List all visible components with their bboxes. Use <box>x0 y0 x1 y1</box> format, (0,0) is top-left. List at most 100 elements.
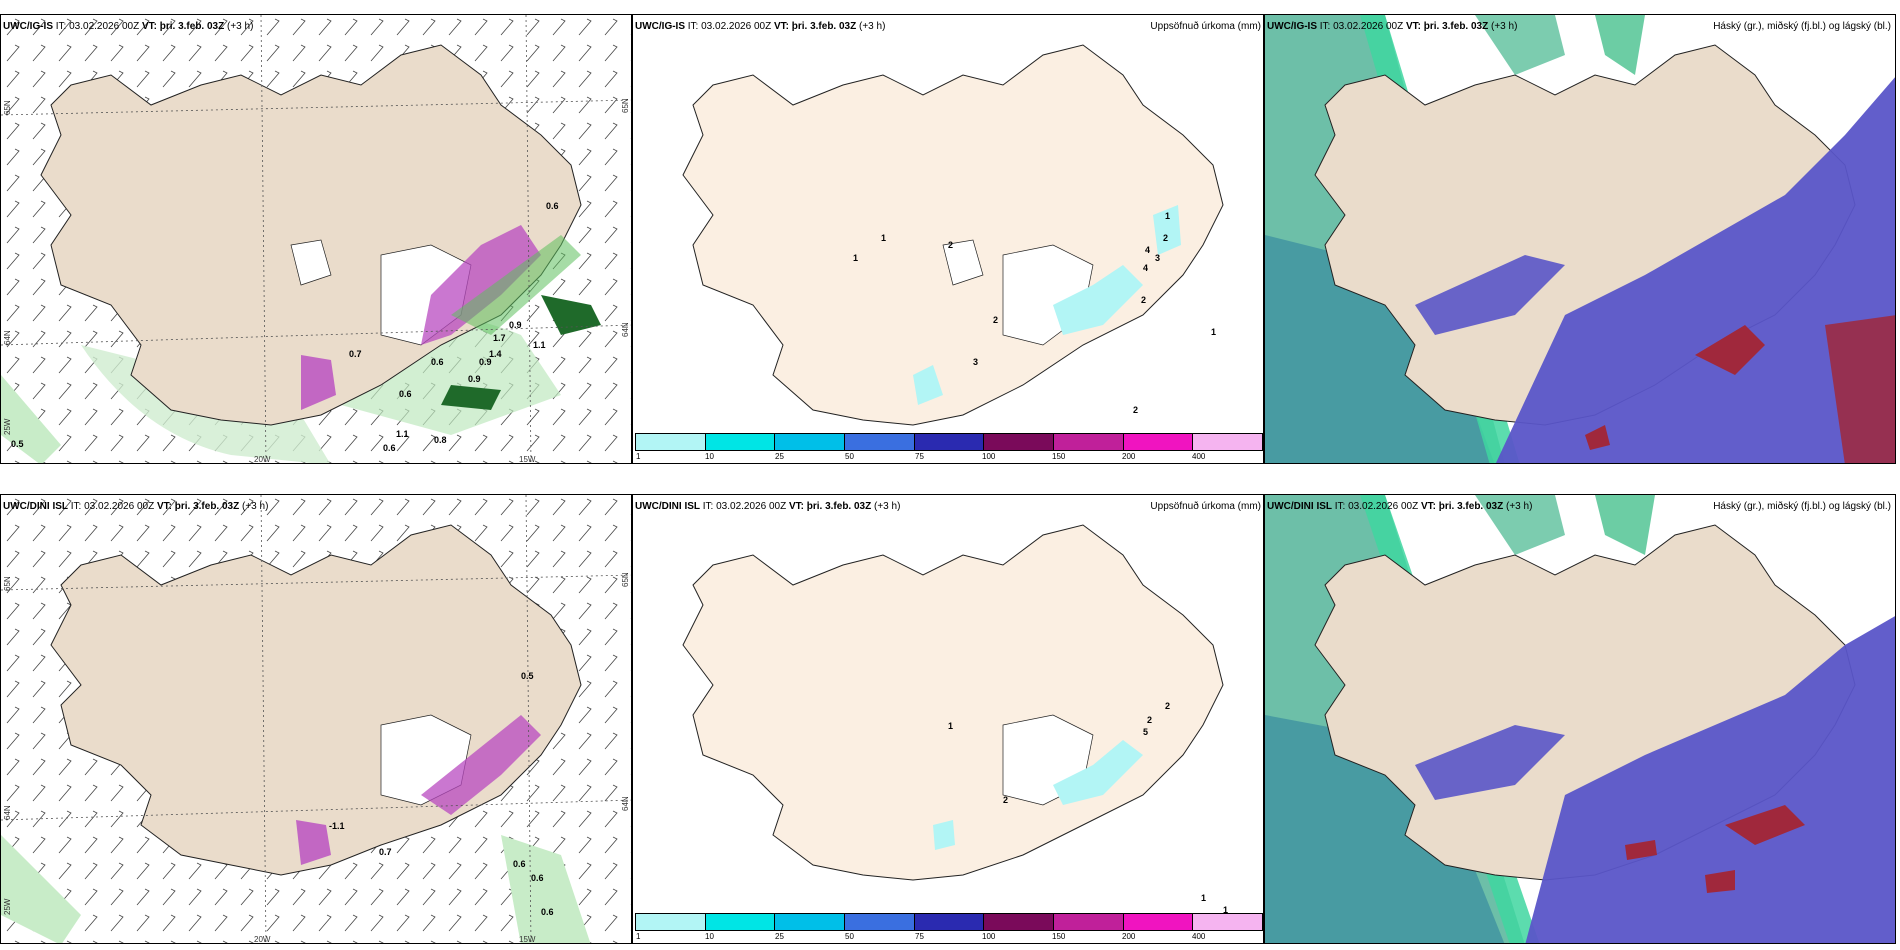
legend-tick: 100 <box>982 932 996 941</box>
value-label: 0.6 <box>399 389 412 399</box>
it-label: IT: <box>70 501 82 512</box>
wind-map-panel-bottom: UWC/DINI ISL IT: 03.02.2026 00Z VT: þri.… <box>0 494 632 944</box>
precip-value: 4 <box>1143 263 1149 273</box>
lead-time: (+3 h) <box>859 21 886 32</box>
legend-swatch <box>914 914 985 930</box>
lat-label-64n: 64N <box>621 796 630 811</box>
it-value: 03.02.2026 00Z <box>69 21 140 32</box>
value-label: 0.6 <box>541 907 554 917</box>
cloud-title: Háský (gr.), miðský (fj.bl.) og lágský (… <box>1713 21 1891 32</box>
legend-tick: 10 <box>705 932 714 941</box>
precip-value: 3 <box>1155 253 1161 263</box>
precip-legend-top <box>635 433 1263 451</box>
legend-ticks-bottom: 1 10 25 50 75 100 150 200 400 <box>635 932 1263 942</box>
lat-label-65n-left: 65N <box>3 576 12 591</box>
precip-value: 2 <box>1147 715 1153 725</box>
it-label: IT: <box>687 21 699 32</box>
value-label: 0.7 <box>379 847 392 857</box>
model-name: UWC/DINI ISL <box>635 501 700 512</box>
vt-label: VT: <box>1405 21 1421 32</box>
value-label: 0.5 <box>521 671 534 681</box>
cloud-map-panel-top: Háský (gr.), miðský (fj.bl.) og lágský (… <box>1264 14 1896 464</box>
precip-value: 1 <box>1211 327 1217 337</box>
panel-title: UWC/IG-IS IT: 03.02.2026 00Z VT: þri. 3.… <box>1267 21 1517 33</box>
precip-title: Uppsöfnuð úrkoma (mm) <box>1150 501 1261 512</box>
lat-label-64n-left: 64N <box>3 805 12 820</box>
vt-label: VT: <box>773 21 789 32</box>
lat-label-65n-left: 65N <box>3 100 12 115</box>
precip-value: 2 <box>948 240 954 250</box>
model-name: UWC/IG-IS <box>1267 21 1317 32</box>
legend-tick: 50 <box>845 932 854 941</box>
legend-tick: 150 <box>1052 932 1066 941</box>
legend-tick: 10 <box>705 452 714 461</box>
precip-value: 2 <box>1133 405 1139 415</box>
vt-value: þri. 3.feb. 03Z <box>1423 21 1489 32</box>
precip-value: 1 <box>1165 211 1171 221</box>
precip-value: 5 <box>1143 727 1149 737</box>
precip-map-panel-top: Uppsöfnuð úrkoma (mm) UWC/IG-IS IT: 03.0… <box>632 14 1264 464</box>
value-label: 0.6 <box>513 859 526 869</box>
cloud-title: Háský (gr.), miðský (fj.bl.) og lágský (… <box>1713 501 1891 512</box>
it-label: IT: <box>1319 21 1331 32</box>
it-value: 03.02.2026 00Z <box>84 501 155 512</box>
legend-tick: 100 <box>982 452 996 461</box>
value-label: 0.6 <box>546 201 559 211</box>
lead-time: (+3 h) <box>1491 21 1518 32</box>
precip-map-panel-bottom: Uppsöfnuð úrkoma (mm) UWC/DINI ISL IT: 0… <box>632 494 1264 944</box>
panel-title: UWC/DINI ISL IT: 03.02.2026 00Z VT: þri.… <box>3 501 268 513</box>
panel-title: UWC/IG-IS IT: 03.02.2026 00Z VT: þri. 3.… <box>635 21 885 33</box>
cloud-map-top <box>1265 15 1895 463</box>
lon-label-20w: 20W <box>254 935 271 944</box>
legend-swatch <box>636 914 706 930</box>
lon-label-25w: 25W <box>3 418 12 435</box>
value-label: 1.4 <box>489 349 502 359</box>
lat-label-64n: 64N <box>621 322 630 337</box>
vt-label: VT: <box>156 501 172 512</box>
legend-swatch <box>705 914 776 930</box>
vt-label: VT: <box>1420 501 1436 512</box>
legend-swatch <box>984 914 1055 930</box>
vt-label: VT: <box>141 21 157 32</box>
value-label: 0.6 <box>531 873 544 883</box>
vt-label: VT: <box>788 501 804 512</box>
legend-swatch <box>984 434 1055 450</box>
legend-swatch <box>705 434 776 450</box>
it-label: IT: <box>1334 501 1346 512</box>
precip-legend-bottom <box>635 913 1263 931</box>
legend-tick: 25 <box>775 452 784 461</box>
it-value: 03.02.2026 00Z <box>701 21 772 32</box>
legend-swatch <box>1193 914 1263 930</box>
legend-tick: 1 <box>636 932 641 941</box>
panel-title: UWC/DINI ISL IT: 03.02.2026 00Z VT: þri.… <box>635 501 900 513</box>
value-label: 0.6 <box>431 357 444 367</box>
legend-tick: 50 <box>845 452 854 461</box>
value-label: 0.9 <box>468 374 481 384</box>
value-label: 0.6 <box>383 443 396 453</box>
precip-value: 3 <box>973 357 979 367</box>
it-value: 03.02.2026 00Z <box>716 501 787 512</box>
value-label: 0.5 <box>11 439 24 449</box>
vt-value: þri. 3.feb. 03Z <box>791 21 857 32</box>
precip-value: 1 <box>1201 893 1207 903</box>
legend-ticks-top: 1 10 25 50 75 100 150 200 400 <box>635 452 1263 462</box>
vt-value: þri. 3.feb. 03Z <box>1438 501 1504 512</box>
legend-tick: 200 <box>1122 932 1136 941</box>
legend-swatch <box>914 434 985 450</box>
wind-map-panel-top: UWC/IG-IS IT: 03.02.2026 00Z VT: þri. 3.… <box>0 14 632 464</box>
legend-tick: 1 <box>636 452 641 461</box>
lon-label-15w: 15W <box>519 935 536 944</box>
legend-tick: 25 <box>775 932 784 941</box>
precip-map-bottom <box>682 524 1224 881</box>
model-name: UWC/IG-IS <box>635 21 685 32</box>
value-label: -1.1 <box>329 821 345 831</box>
value-label: 1.1 <box>396 429 409 439</box>
value-label: 0.7 <box>349 349 362 359</box>
cloud-map-bottom <box>1265 495 1895 943</box>
precip-map-top <box>682 44 1224 426</box>
legend-swatch <box>1123 914 1194 930</box>
wind-map-top <box>1 15 631 463</box>
precip-value: 1 <box>948 721 954 731</box>
legend-tick: 200 <box>1122 452 1136 461</box>
legend-tick: 400 <box>1192 452 1206 461</box>
